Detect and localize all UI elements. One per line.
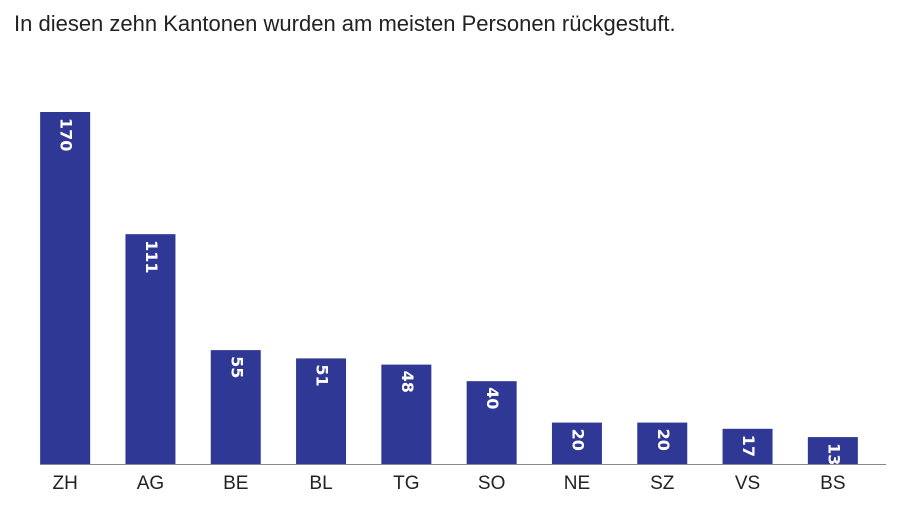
x-tick-label: BE xyxy=(223,473,248,494)
value-label: 20 xyxy=(654,429,673,451)
bar xyxy=(551,422,602,464)
x-tick-label: TG xyxy=(393,473,419,494)
bar xyxy=(381,364,432,464)
value-label: 55 xyxy=(227,356,246,378)
value-label: 48 xyxy=(398,371,417,393)
value-label: 51 xyxy=(313,364,332,386)
value-label: 111 xyxy=(142,240,161,273)
bar xyxy=(296,358,347,464)
value-label: 40 xyxy=(483,387,502,409)
x-tick-label: SO xyxy=(478,473,505,494)
bar xyxy=(722,428,773,464)
value-label: 13 xyxy=(824,443,843,465)
chart-title: In diesen zehn Kantonen wurden am meiste… xyxy=(14,11,676,36)
x-tick-label: AG xyxy=(137,473,164,494)
x-tick-label: BS xyxy=(820,473,845,494)
x-tick-label: NE xyxy=(564,473,590,494)
bar xyxy=(125,234,176,464)
bar xyxy=(40,112,91,464)
bar xyxy=(210,350,261,464)
x-tick-label: VS xyxy=(735,473,760,494)
value-label: 17 xyxy=(739,435,758,457)
x-tick-label: SZ xyxy=(650,473,675,494)
value-label: 20 xyxy=(568,429,587,451)
x-tick-label: BL xyxy=(309,473,332,494)
bar xyxy=(466,381,517,464)
bar xyxy=(807,437,858,464)
x-tick-label: ZH xyxy=(52,473,77,494)
bar xyxy=(637,422,688,464)
value-label: 170 xyxy=(57,118,76,151)
